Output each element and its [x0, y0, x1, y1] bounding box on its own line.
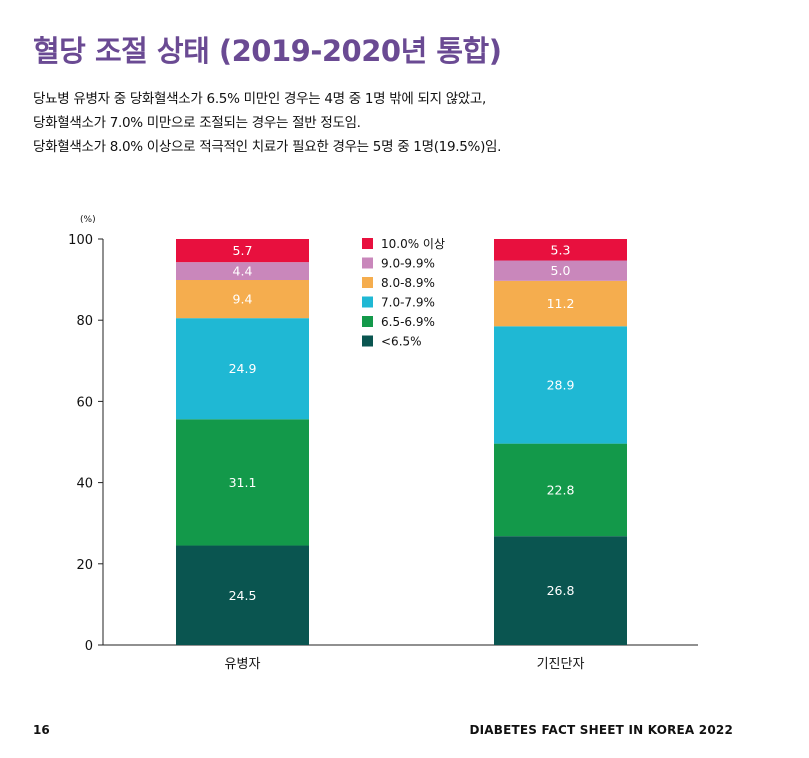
bar-segment [494, 326, 627, 444]
legend-swatch [362, 277, 373, 288]
bar-segment [176, 419, 309, 546]
data-label: 4.4 [233, 264, 253, 279]
bar-segment [176, 545, 309, 645]
y-tick-label: 40 [76, 477, 93, 492]
data-label: 31.1 [229, 475, 257, 490]
footer-brand: DIABETES FACT SHEET IN KOREA 2022 [469, 723, 733, 737]
y-tick-label: 0 [85, 639, 93, 654]
data-label: 28.9 [547, 377, 575, 392]
data-label: 5.3 [551, 242, 571, 257]
legend-swatch [362, 296, 373, 308]
description: 당뇨병 유병자 중 당화혈색소가 6.5% 미만인 경우는 4명 중 1명 밖에… [33, 90, 773, 162]
bar-segment [176, 262, 309, 281]
legend-label: 8.0-8.9% [381, 276, 435, 290]
y-tick-label: 60 [76, 395, 93, 410]
legend-label: <6.5% [381, 335, 422, 349]
legend-label: 9.0-9.9% [381, 257, 435, 271]
y-axis-unit-label: (%) [80, 215, 96, 225]
data-label: 26.8 [547, 583, 575, 598]
bar-segment [176, 239, 309, 263]
bar-segment [494, 239, 627, 261]
description-line: 당뇨병 유병자 중 당화혈색소가 6.5% 미만인 경우는 4명 중 1명 밖에… [33, 91, 487, 107]
x-category-label: 유병자 [225, 657, 261, 672]
bar-segment [494, 536, 627, 645]
y-tick-label: 80 [76, 314, 93, 329]
y-tick-label: 100 [68, 233, 93, 248]
bar-segment [176, 318, 309, 420]
legend-swatch [362, 335, 373, 347]
legend-label: 6.5-6.9% [381, 315, 435, 329]
bar-segment [494, 443, 627, 537]
legend-swatch [362, 238, 373, 249]
description-line: 당화혈색소가 8.0% 이상으로 적극적인 치료가 필요한 경우는 5명 중 1… [33, 139, 502, 155]
bar-segment [494, 280, 627, 327]
legend-swatch [362, 257, 373, 269]
data-label: 11.2 [547, 296, 575, 311]
page-number: 16 [33, 723, 50, 737]
data-label: 9.4 [233, 292, 253, 307]
data-label: 5.7 [233, 243, 253, 258]
legend-label: 10.0% 이상 [381, 237, 445, 251]
page-title: 혈당 조절 상태 (2019-2020년 통합) [33, 34, 502, 68]
bar-segment [494, 260, 627, 281]
data-label: 24.5 [229, 588, 257, 603]
data-label: 24.9 [229, 361, 257, 376]
data-label: 22.8 [547, 482, 575, 497]
stacked-bar-chart: (%) 0 20 40 60 80 100 24.5 31.1 24.9 9.4 4.4 5.7 유병자 2… [68, 215, 698, 672]
x-category-label: 기진단자 [537, 657, 585, 672]
data-label: 5.0 [551, 263, 571, 278]
legend-swatch [362, 316, 373, 327]
bar-segment [176, 280, 309, 319]
description-line: 당화혈색소가 7.0% 미만으로 조절되는 경우는 절반 정도임. [33, 115, 361, 131]
y-tick-label: 20 [76, 558, 93, 573]
legend-label: 7.0-7.9% [381, 296, 435, 310]
